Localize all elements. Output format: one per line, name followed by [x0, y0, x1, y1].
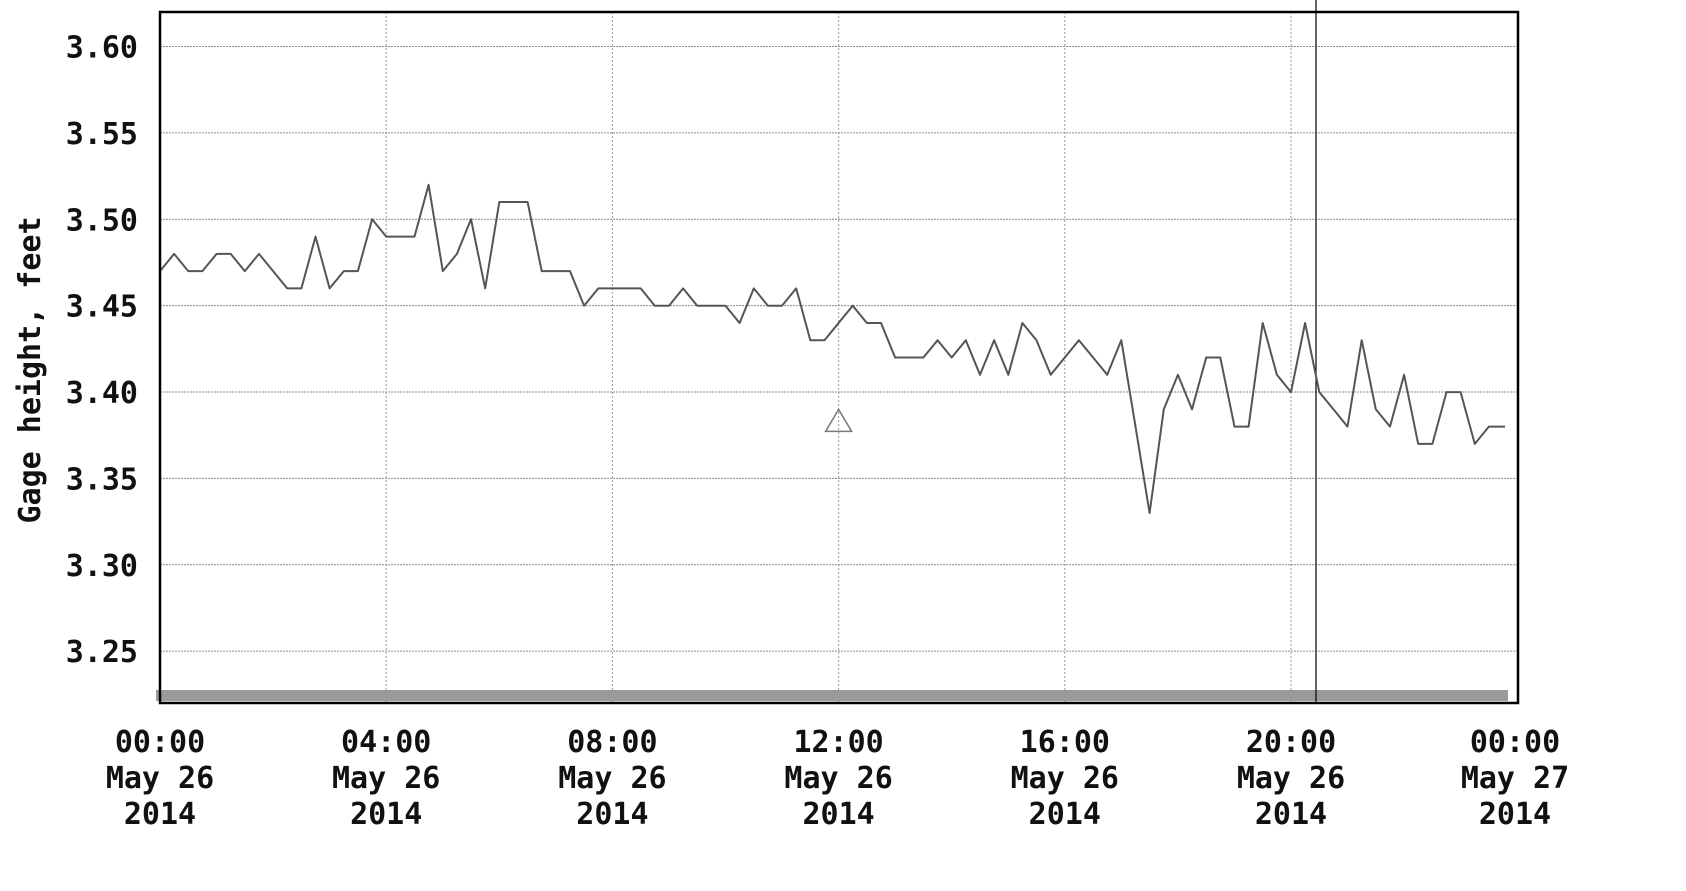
x-tick-label: 2014: [576, 797, 648, 832]
y-tick-label: 3.30: [66, 549, 138, 584]
vertical-gridlines: [385, 12, 1292, 703]
y-tick-label: 3.60: [66, 31, 138, 66]
marker-group: [824, 407, 853, 433]
x-tick-label: May 26: [106, 761, 214, 796]
y-tick-label: 3.35: [66, 462, 138, 497]
y-tick-label: 3.55: [66, 117, 138, 152]
series-line: [159, 183, 1505, 514]
x-tick-label: 08:00: [567, 725, 657, 760]
y-tick-label: 3.40: [66, 376, 138, 411]
x-tick-label: 00:00: [115, 725, 205, 760]
x-tick-label: 2014: [802, 797, 874, 832]
triangle-marker: [824, 407, 853, 433]
y-tick-label: 3.25: [66, 635, 138, 670]
x-tick-label: May 26: [558, 761, 666, 796]
x-tick-label: May 26: [332, 761, 440, 796]
y-axis-label: Gage height, feet: [13, 216, 48, 523]
x-tick-label: May 26: [1011, 761, 1119, 796]
x-tick-label: 2014: [1029, 797, 1101, 832]
y-tick-label: 3.45: [66, 290, 138, 325]
x-tick-label: May 26: [1237, 761, 1345, 796]
x-tick-label: 12:00: [793, 725, 883, 760]
plot-bottom-band: [156, 690, 1508, 701]
x-tick-label: 2014: [124, 797, 196, 832]
y-tick-label: 3.50: [66, 203, 138, 238]
series-group: [159, 183, 1505, 514]
x-tick-label: 16:00: [1020, 725, 1110, 760]
plot-frame: [158, 10, 1520, 705]
x-tick-label: 2014: [1255, 797, 1327, 832]
x-tick-label: 20:00: [1246, 725, 1336, 760]
x-tick-label: 2014: [1479, 797, 1551, 832]
x-tick-label: 2014: [350, 797, 422, 832]
y-tick-labels: 3.25 3.30 3.35 3.40 3.45 3.50 3.55 3.60: [66, 31, 138, 671]
x-tick-label: May 27: [1461, 761, 1569, 796]
x-tick-label: 04:00: [341, 725, 431, 760]
x-tick-label: 00:00: [1470, 725, 1560, 760]
x-tick-label: May 26: [784, 761, 892, 796]
